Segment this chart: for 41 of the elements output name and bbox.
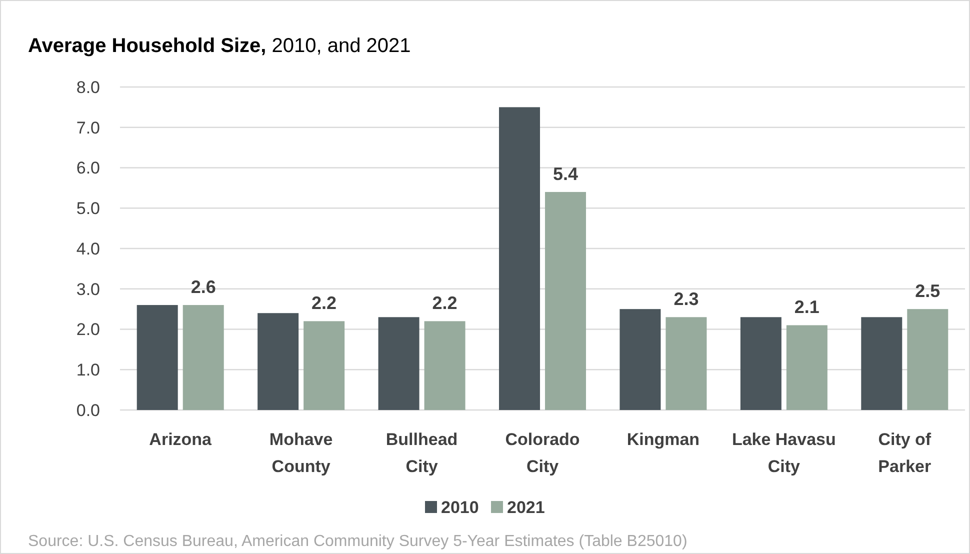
data-label: 2.5: [915, 281, 940, 302]
legend-label: 2021: [507, 498, 545, 517]
x-tick-label: Bullhead City: [386, 430, 458, 476]
y-tick-label: 5.0: [76, 199, 100, 218]
y-tick-label: 7.0: [76, 118, 100, 138]
bar: [861, 317, 902, 410]
data-label: 2.3: [674, 289, 699, 310]
x-tick-label: Kingman: [626, 430, 700, 449]
x-tick-label: Colorado City: [505, 430, 580, 476]
y-tick-label: 2.0: [76, 320, 100, 340]
bar: [182, 305, 224, 410]
bar: [786, 325, 828, 410]
bar: [907, 309, 948, 410]
data-label: 2.6: [190, 277, 216, 298]
y-tick-label: 4.0: [76, 239, 100, 258]
y-tick-label: 6.0: [76, 158, 100, 178]
bar: [136, 305, 178, 410]
x-tick-label: City of Parker: [878, 430, 932, 476]
legend-label: 2010: [441, 498, 479, 517]
x-tick-label: Mohave County: [269, 430, 333, 476]
chart-title: Average Household Size, 2010, and 2021: [28, 35, 411, 57]
bar: [424, 321, 466, 410]
bar: [545, 192, 586, 410]
y-tick-label: 8.0: [76, 78, 100, 97]
source-note: Source: U.S. Census Bureau, American Community Survey 5-Year Estimates (Table B25010): [28, 533, 688, 550]
bar: [304, 321, 345, 410]
bar: [740, 317, 782, 410]
data-label: 2.2: [312, 293, 337, 314]
bar: [499, 107, 540, 410]
bar: [258, 313, 299, 410]
y-tick-label: 3.0: [76, 280, 100, 299]
y-tick-label: 1.0: [76, 360, 100, 380]
x-tick-label: Lake Havasu City: [732, 430, 836, 476]
bar: [666, 317, 707, 410]
data-label: 2.2: [432, 293, 458, 314]
data-label: 2.1: [794, 297, 820, 318]
data-label: 5.4: [552, 164, 578, 184]
x-tick-label: Arizona: [149, 430, 212, 449]
bar: [378, 317, 420, 410]
bar: [620, 309, 661, 410]
y-tick-label: 0.0: [76, 400, 100, 420]
